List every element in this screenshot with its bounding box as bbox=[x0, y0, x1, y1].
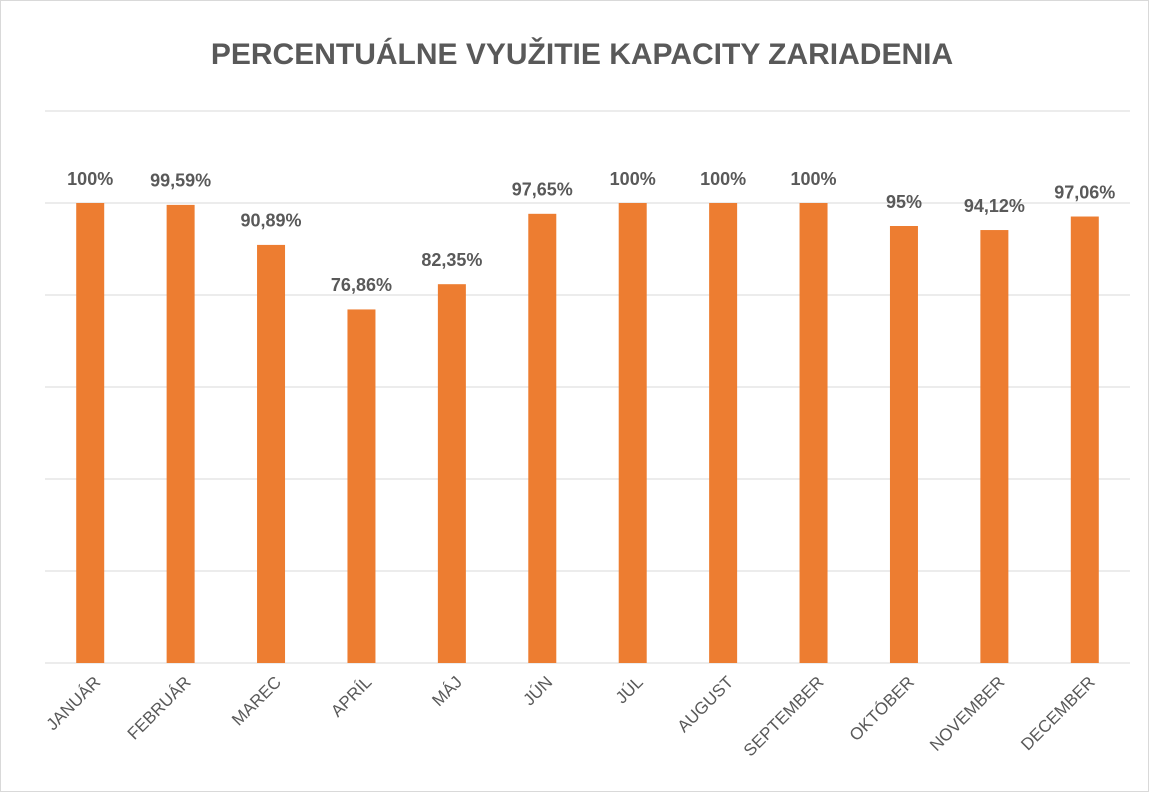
data-label: 100% bbox=[610, 169, 656, 189]
bar bbox=[528, 213, 557, 663]
data-label: 82,35% bbox=[421, 250, 482, 270]
bar bbox=[257, 244, 286, 663]
data-label: 100% bbox=[700, 169, 746, 189]
bar bbox=[889, 226, 918, 663]
data-label: 100% bbox=[791, 169, 837, 189]
bar bbox=[1070, 216, 1099, 664]
chart-title: PERCENTUÁLNE VYUŽITIE KAPACITY ZARIADENI… bbox=[211, 37, 953, 71]
bar bbox=[799, 203, 828, 663]
data-label: 95% bbox=[886, 192, 922, 212]
data-label: 99,59% bbox=[150, 171, 211, 191]
data-label: 76,86% bbox=[331, 275, 392, 295]
data-label: 97,06% bbox=[1054, 182, 1115, 202]
data-label: 97,65% bbox=[512, 180, 573, 200]
bar bbox=[76, 203, 105, 663]
bar bbox=[980, 230, 1009, 663]
data-label: 100% bbox=[67, 169, 113, 189]
bar bbox=[618, 203, 647, 663]
bar bbox=[709, 203, 738, 663]
bar bbox=[166, 204, 195, 664]
data-label: 90,89% bbox=[241, 211, 302, 231]
data-label: 94,12% bbox=[964, 196, 1025, 216]
bar bbox=[347, 309, 376, 663]
bar bbox=[437, 284, 466, 663]
